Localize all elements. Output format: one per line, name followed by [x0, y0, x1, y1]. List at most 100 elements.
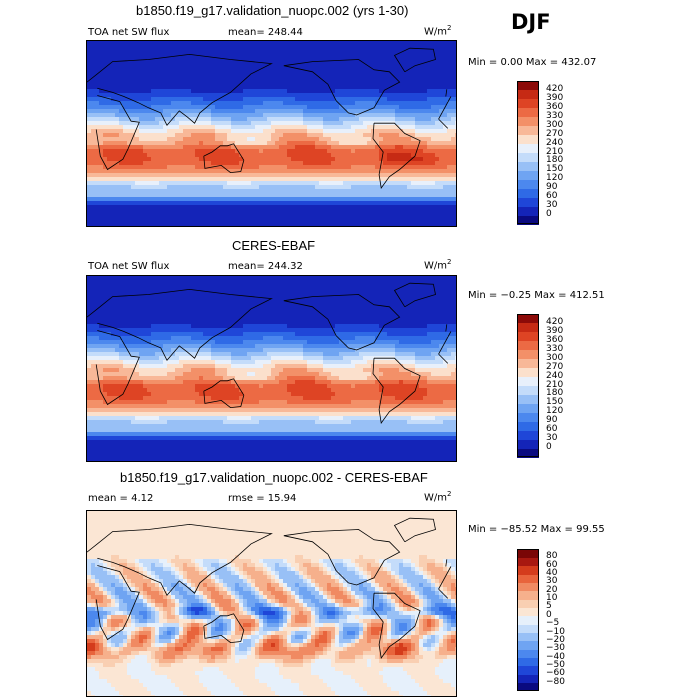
field-cell — [143, 45, 148, 50]
field-cell — [323, 189, 328, 194]
field-cell — [171, 97, 176, 102]
field-cell — [171, 292, 176, 297]
field-cell — [247, 121, 252, 126]
field-cell — [231, 165, 236, 170]
field-cell — [419, 61, 424, 66]
field-cell — [179, 141, 184, 146]
field-cell — [303, 177, 308, 182]
field-cell — [147, 205, 152, 210]
field-cell — [327, 284, 332, 289]
field-cell — [259, 284, 264, 289]
field-cell — [283, 137, 288, 142]
field-cell — [203, 288, 208, 293]
field-cell — [319, 109, 324, 114]
field-cell — [407, 209, 412, 214]
field-cell — [127, 173, 132, 178]
field-cell — [323, 161, 328, 166]
field-cell — [115, 169, 120, 174]
field-cell — [263, 209, 268, 214]
field-cell — [439, 161, 444, 166]
field-cell — [315, 77, 320, 82]
field-cell — [403, 121, 408, 126]
field-cell — [387, 117, 392, 122]
field-cell — [87, 125, 92, 130]
field-cell — [91, 165, 96, 170]
field-cell — [263, 57, 268, 62]
field-cell — [295, 177, 300, 182]
field-cell — [143, 145, 148, 150]
field-cell — [315, 213, 320, 218]
field-cell — [191, 169, 196, 174]
field-cell — [331, 97, 336, 102]
field-cell — [455, 85, 456, 90]
field-cell — [171, 221, 176, 226]
field-cell — [367, 169, 372, 174]
field-cell — [191, 217, 196, 222]
field-cell — [395, 85, 400, 90]
field-cell — [355, 217, 360, 222]
field-cell — [295, 113, 300, 118]
field-cell — [295, 169, 300, 174]
field-cell — [339, 280, 344, 285]
field-cell — [311, 141, 316, 146]
field-cell — [359, 93, 364, 98]
field-cell — [195, 209, 200, 214]
field-cell — [131, 296, 136, 301]
field-cell — [223, 157, 228, 162]
field-cell — [135, 89, 140, 94]
field-cell — [99, 145, 104, 150]
field-cell — [343, 121, 348, 126]
field-cell — [231, 173, 236, 178]
field-cell — [243, 97, 248, 102]
field-cell — [91, 181, 96, 186]
field-cell — [411, 81, 416, 86]
field-cell — [335, 201, 340, 206]
field-cell — [447, 193, 452, 198]
field-cell — [255, 181, 260, 186]
field-cell — [391, 89, 396, 94]
field-cell — [455, 57, 456, 62]
field-cell — [211, 276, 216, 281]
field-cell — [191, 49, 196, 54]
field-cell — [347, 45, 352, 50]
field-cell — [423, 121, 428, 126]
field-cell — [239, 153, 244, 158]
field-cell — [427, 109, 432, 114]
field-cell — [391, 189, 396, 194]
field-cell — [451, 221, 456, 226]
field-cell — [275, 61, 280, 66]
field-cell — [443, 53, 448, 58]
field-cell — [443, 177, 448, 182]
field-cell — [455, 280, 456, 285]
field-cell — [355, 101, 360, 106]
field-cell — [447, 109, 452, 114]
field-cell — [371, 89, 376, 94]
field-cell — [87, 300, 92, 305]
field-cell — [219, 109, 224, 114]
field-cell — [435, 165, 440, 170]
field-cell — [139, 109, 144, 114]
field-cell — [259, 157, 264, 162]
field-cell — [103, 133, 108, 138]
field-cell — [187, 189, 192, 194]
field-cell — [399, 85, 404, 90]
field-cell — [139, 57, 144, 62]
field-cell — [251, 117, 256, 122]
field-cell — [183, 201, 188, 206]
field-cell — [443, 117, 448, 122]
field-cell — [247, 77, 252, 82]
field-cell — [299, 161, 304, 166]
field-cell — [111, 165, 116, 170]
field-cell — [195, 69, 200, 74]
field-cell — [455, 296, 456, 301]
field-cell — [271, 73, 276, 78]
field-cell — [183, 117, 188, 122]
field-cell — [111, 41, 116, 46]
field-cell — [379, 153, 384, 158]
field-cell — [255, 61, 260, 66]
field-cell — [355, 193, 360, 198]
field-cell — [279, 117, 284, 122]
field-cell — [343, 157, 348, 162]
field-cell — [143, 205, 148, 210]
field-cell — [279, 81, 284, 86]
